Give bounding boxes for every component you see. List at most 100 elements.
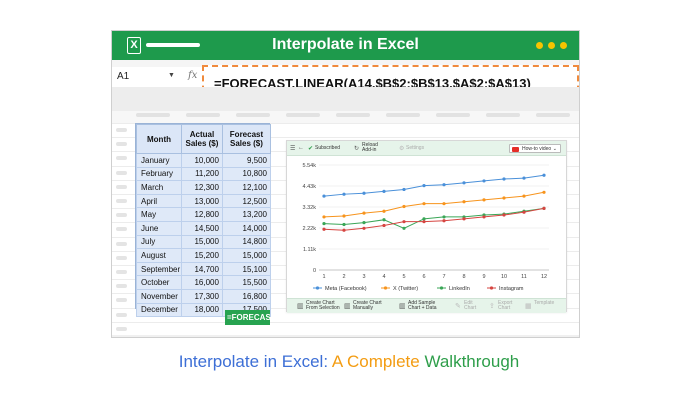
x-tick-label: 1 <box>322 274 325 280</box>
edit-icon: ✎ <box>455 303 461 310</box>
month-cell[interactable]: August <box>136 248 182 263</box>
month-cell[interactable]: April <box>136 193 182 209</box>
chart-action-button[interactable]: Create Chart From Selection <box>306 300 340 311</box>
chart-action-button[interactable]: Edit Chart <box>464 300 477 311</box>
table-row: May 12,800 13,200 <box>136 207 272 222</box>
chevron-down-icon[interactable]: ▼ <box>168 72 175 79</box>
window-dot-icon[interactable] <box>536 42 543 49</box>
grid-row-line <box>112 123 579 124</box>
data-point <box>422 202 426 206</box>
actual-sales-cell[interactable]: 16,000 <box>181 275 223 290</box>
forecast-sales-cell[interactable]: 14,000 <box>221 220 272 236</box>
menu-icon[interactable]: ☰ <box>290 146 296 152</box>
month-cell[interactable]: February <box>136 166 182 182</box>
how-to-video-button[interactable]: How-to video ⌄ <box>509 144 561 153</box>
gear-icon[interactable]: ⚙ <box>399 146 405 152</box>
row-number-placeholder <box>116 255 127 260</box>
forecast-sales-cell[interactable]: 10,800 <box>221 166 272 182</box>
header-month[interactable]: Month <box>136 124 182 154</box>
actual-sales-cell[interactable]: 17,300 <box>181 288 223 304</box>
data-point <box>522 194 526 198</box>
chart-action-button[interactable]: Add Sample Chart + Data <box>408 300 437 311</box>
forecast-sales-cell[interactable]: 15,000 <box>221 248 272 263</box>
data-point <box>522 210 526 214</box>
x-tick-label: 12 <box>541 274 547 280</box>
forecast-sales-cell[interactable]: 16,800 <box>221 288 272 304</box>
actual-sales-cell[interactable]: 13,000 <box>181 193 223 209</box>
actual-sales-cell[interactable]: 14,700 <box>181 261 223 277</box>
forecast-sales-cell[interactable]: 13,200 <box>221 207 272 222</box>
data-point <box>382 209 386 213</box>
forecast-formula-cell[interactable]: =FORECAST <box>225 310 270 325</box>
month-cell[interactable]: May <box>136 207 182 222</box>
sheet-tabs-bar <box>112 335 579 337</box>
series-line <box>323 207 545 231</box>
actual-sales-cell[interactable]: 18,000 <box>181 302 223 318</box>
month-cell[interactable]: June <box>136 220 182 236</box>
actual-sales-cell[interactable]: 12,300 <box>181 180 223 195</box>
table-row: June 14,500 14,000 <box>136 220 272 236</box>
chart-icon: ▥ <box>297 303 304 310</box>
x-tick-label: 9 <box>482 274 485 280</box>
row-number-placeholder <box>116 284 127 289</box>
chart-action-button[interactable]: Create Chart Manually <box>353 300 382 311</box>
actual-sales-cell[interactable]: 10,000 <box>181 153 223 168</box>
window-dot-icon[interactable] <box>548 42 555 49</box>
forecast-sales-cell[interactable]: 15,100 <box>221 261 272 277</box>
data-point <box>502 196 506 200</box>
month-cell[interactable]: September <box>136 261 182 277</box>
column-headers <box>112 113 579 119</box>
window-dot-icon[interactable] <box>560 42 567 49</box>
forecast-sales-cell[interactable]: 12,100 <box>221 180 272 195</box>
forecast-sales-cell[interactable]: 14,800 <box>221 234 272 250</box>
row-number-placeholder <box>116 298 127 303</box>
month-cell[interactable]: December <box>136 302 182 318</box>
chart-action-button[interactable]: Export Chart <box>498 300 513 311</box>
month-cell[interactable]: March <box>136 180 182 195</box>
title-placeholder-line <box>146 43 200 47</box>
data-point <box>542 190 546 194</box>
forecast-sales-cell[interactable]: 12,500 <box>221 193 272 209</box>
month-cell[interactable]: October <box>136 275 182 290</box>
legend-label: LinkedIn <box>449 286 470 292</box>
data-point <box>482 198 486 202</box>
data-point <box>382 218 386 222</box>
data-point <box>502 213 506 217</box>
data-point <box>362 211 366 215</box>
subscribed-label[interactable]: Subscribed <box>315 145 341 151</box>
data-point <box>322 194 326 198</box>
reload-button[interactable]: Reload Add-in <box>362 142 378 153</box>
header-actual-sales[interactable]: Actual Sales ($) <box>181 124 223 154</box>
x-tick-label: 10 <box>501 274 507 280</box>
chart-action-button[interactable]: Template <box>534 300 555 306</box>
series-line <box>323 191 545 218</box>
legend-label: X (Twitter) <box>393 286 418 292</box>
forecast-sales-cell[interactable]: 9,500 <box>221 153 272 168</box>
actual-sales-cell[interactable]: 12,800 <box>181 207 223 222</box>
header-forecast-sales[interactable]: Forecast Sales ($) <box>221 124 272 154</box>
data-point <box>462 217 466 221</box>
month-cell[interactable]: January <box>136 153 182 168</box>
actual-sales-cell[interactable]: 15,000 <box>181 234 223 250</box>
reload-icon[interactable]: ↻ <box>354 146 360 152</box>
row-number-placeholder <box>116 213 127 218</box>
actual-sales-cell[interactable]: 11,200 <box>181 166 223 182</box>
month-cell[interactable]: November <box>136 288 182 304</box>
fx-icon[interactable]: fx <box>188 70 198 81</box>
ribbon-band <box>112 87 579 111</box>
data-point <box>342 222 346 227</box>
data-point <box>422 184 426 188</box>
x-tick-label: 2 <box>342 274 345 280</box>
series-line <box>323 174 545 197</box>
forecast-sales-cell[interactable]: 15,500 <box>221 275 272 290</box>
settings-button[interactable]: Settings <box>406 145 425 151</box>
name-box[interactable]: A1 <box>117 71 130 82</box>
back-icon[interactable]: ← <box>298 145 304 151</box>
actual-sales-cell[interactable]: 15,200 <box>181 248 223 263</box>
actual-sales-cell[interactable]: 14,500 <box>181 220 223 236</box>
y-tick-label: 4.43k <box>303 184 317 190</box>
row-number-placeholder <box>116 326 127 331</box>
month-cell[interactable]: July <box>136 234 182 250</box>
